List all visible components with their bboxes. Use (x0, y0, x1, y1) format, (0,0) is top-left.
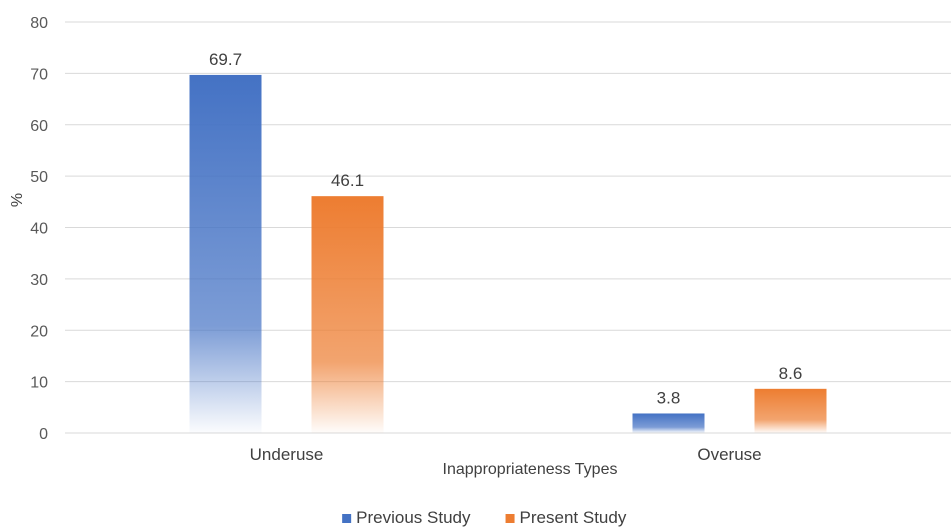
y-tick-label: 10 (30, 375, 48, 392)
x-category-label: Overuse (697, 445, 761, 464)
y-axis-ticks: 0 10 20 30 40 50 60 70 80 (30, 15, 48, 443)
legend-label: Present Study (520, 508, 627, 527)
bars (189, 74, 827, 433)
data-label: 8.6 (779, 364, 803, 383)
x-axis-title: Inappropriateness Types (443, 461, 618, 478)
legend-swatch (505, 514, 515, 523)
x-axis-categories: Underuse Overuse (250, 445, 762, 464)
y-tick-label: 80 (30, 15, 48, 32)
legend: Previous Study Present Study (342, 508, 627, 527)
y-tick-label: 30 (30, 272, 48, 289)
y-tick-label: 60 (30, 118, 48, 135)
bar-present-study-overuse (754, 388, 827, 433)
legend-swatch (342, 514, 352, 523)
bar-previous-study-overuse (632, 413, 705, 433)
data-label: 3.8 (657, 388, 681, 407)
bar-present-study-underuse (311, 196, 384, 433)
y-tick-label: 70 (30, 66, 48, 83)
y-tick-label: 0 (39, 426, 48, 443)
data-labels: 69.7 46.1 3.8 8.6 (209, 50, 802, 408)
y-tick-label: 20 (30, 323, 48, 340)
y-axis-title: % (9, 193, 26, 207)
legend-label: Previous Study (356, 508, 471, 527)
data-label: 46.1 (331, 171, 364, 190)
data-label: 69.7 (209, 50, 242, 69)
bar-previous-study-underuse (189, 74, 262, 433)
y-tick-label: 40 (30, 221, 48, 238)
x-category-label: Underuse (250, 445, 324, 464)
y-tick-label: 50 (30, 169, 48, 186)
